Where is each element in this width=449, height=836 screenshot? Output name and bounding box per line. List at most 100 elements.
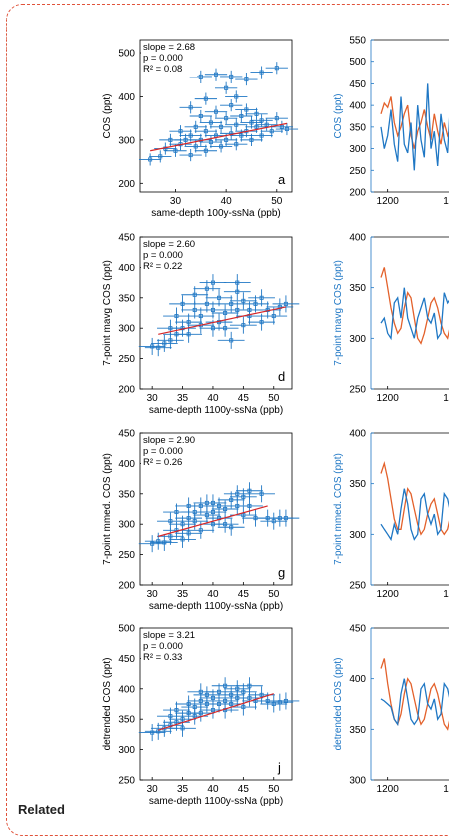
data-point-j xyxy=(235,686,240,691)
series-line-e-blue xyxy=(380,287,449,341)
ytick-label-g: 400 xyxy=(118,459,135,470)
data-point-a xyxy=(249,120,254,125)
data-point-a xyxy=(188,133,193,138)
ytick-label-b: 450 xyxy=(349,79,366,90)
ytick-label-h: 250 xyxy=(349,581,366,592)
y-axis-label-a: COS (ppt) xyxy=(102,93,113,138)
data-point-j xyxy=(174,708,179,713)
data-point-j xyxy=(192,705,197,710)
data-point-a xyxy=(234,94,239,99)
data-point-g xyxy=(186,531,191,536)
stat-text-j: R² = 0.33 xyxy=(143,652,182,663)
xtick-label-d: 35 xyxy=(177,393,189,404)
data-point-a xyxy=(279,124,284,129)
ytick-label-h: 400 xyxy=(349,429,366,440)
series-line-h-orange xyxy=(380,460,449,536)
data-point-a xyxy=(168,137,173,142)
data-point-a xyxy=(264,122,269,127)
data-point-g xyxy=(223,506,228,511)
data-point-g xyxy=(162,540,167,545)
data-point-j xyxy=(180,726,185,731)
data-point-g xyxy=(229,497,234,502)
data-point-d xyxy=(204,286,209,291)
data-point-a xyxy=(198,74,203,79)
data-point-a xyxy=(173,148,178,153)
xtick-label-h: 1400 xyxy=(443,589,449,600)
data-point-a xyxy=(224,85,229,90)
data-point-d xyxy=(217,295,222,300)
xtick-label-b: 1200 xyxy=(377,196,400,207)
ytick-label-j: 350 xyxy=(118,715,135,726)
data-point-d xyxy=(162,341,167,346)
data-point-g xyxy=(168,534,173,539)
data-point-j xyxy=(223,683,228,688)
data-point-d xyxy=(259,295,264,300)
xtick-label-g: 30 xyxy=(147,589,159,600)
fit-line-g xyxy=(158,505,268,537)
ytick-label-b: 200 xyxy=(349,188,366,199)
xtick-label-j: 50 xyxy=(268,784,280,795)
xtick-label-j: 45 xyxy=(238,784,250,795)
xtick-label-d: 45 xyxy=(238,393,250,404)
data-point-a xyxy=(219,124,224,129)
ytick-label-a: 400 xyxy=(118,92,135,103)
data-point-g xyxy=(198,528,203,533)
y-axis-label-d: 7-point mavg COS (ppt) xyxy=(102,260,113,366)
data-point-d xyxy=(192,307,197,312)
stat-text-d: slope = 2.60 xyxy=(143,239,195,250)
xtick-label-h: 1200 xyxy=(377,589,400,600)
ytick-label-h: 350 xyxy=(349,479,366,490)
data-point-a xyxy=(229,74,234,79)
ytick-label-b: 550 xyxy=(349,36,366,47)
ytick-label-b: 350 xyxy=(349,122,366,133)
data-point-a xyxy=(148,157,153,162)
ytick-label-b: 400 xyxy=(349,101,366,112)
data-point-d xyxy=(271,314,276,319)
data-point-a xyxy=(183,137,188,142)
data-point-j xyxy=(198,711,203,716)
data-point-g xyxy=(180,522,185,527)
data-point-d xyxy=(229,338,234,343)
data-point-a xyxy=(274,116,279,121)
data-point-a xyxy=(229,103,234,108)
data-point-d xyxy=(210,307,215,312)
data-point-a xyxy=(193,144,198,149)
data-point-a xyxy=(178,129,183,134)
x-axis-label-g: same-depth 1100y-ssNa (ppb) xyxy=(149,601,283,612)
data-point-a xyxy=(219,144,224,149)
xtick-label-k: 1400 xyxy=(443,784,449,795)
data-point-g xyxy=(235,491,240,496)
stat-text-a: slope = 2.68 xyxy=(143,42,195,53)
xtick-label-a: 40 xyxy=(221,196,233,207)
data-point-j xyxy=(259,692,264,697)
x-axis-label-a: same-depth 100y-ssNa (ppb) xyxy=(151,208,281,219)
xtick-label-e: 1400 xyxy=(443,393,449,404)
ytick-label-g: 450 xyxy=(118,429,135,440)
ytick-label-j: 450 xyxy=(118,654,135,665)
y-axis-label-e: 7-point mavg COS (ppt) xyxy=(333,260,344,366)
xtick-label-d: 50 xyxy=(268,393,280,404)
data-point-g xyxy=(217,503,222,508)
y-axis-label-k: detrended COS (ppt) xyxy=(333,658,344,751)
data-point-j xyxy=(241,689,246,694)
data-point-g xyxy=(223,522,228,527)
data-point-a xyxy=(208,120,213,125)
data-point-a xyxy=(224,116,229,121)
data-point-a xyxy=(158,154,163,159)
data-point-d xyxy=(235,280,240,285)
data-point-d xyxy=(198,314,203,319)
data-point-j xyxy=(204,692,209,697)
ytick-label-j: 400 xyxy=(118,684,135,695)
series-line-b-blue xyxy=(380,83,449,171)
stats-box-j xyxy=(141,629,197,665)
data-point-d xyxy=(204,301,209,306)
ytick-label-g: 250 xyxy=(118,550,135,561)
stats-box-g xyxy=(141,434,197,470)
data-point-a xyxy=(269,129,274,134)
data-point-j xyxy=(198,689,203,694)
xtick-label-g: 50 xyxy=(268,589,280,600)
data-point-d xyxy=(253,301,258,306)
data-point-d xyxy=(259,320,264,325)
data-point-d xyxy=(210,280,215,285)
data-point-a xyxy=(188,153,193,158)
